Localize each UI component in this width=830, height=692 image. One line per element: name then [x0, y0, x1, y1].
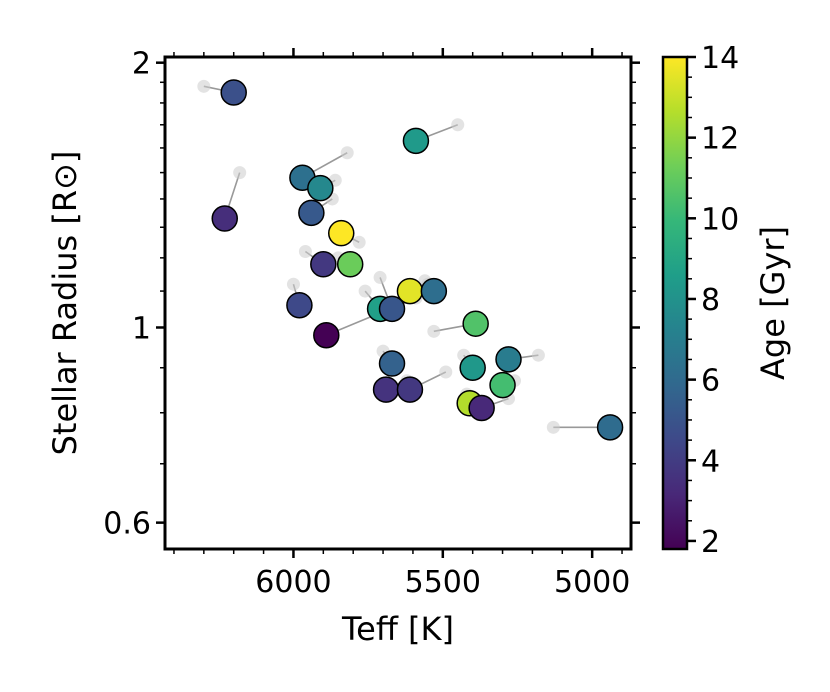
y-tick-label: 0.6 — [103, 507, 151, 542]
previous-point — [286, 277, 300, 291]
data-point — [307, 174, 334, 202]
previous-point — [451, 118, 465, 132]
data-point — [402, 127, 430, 155]
data-points — [211, 79, 624, 441]
x-axis-label: Teff [K] — [341, 610, 454, 648]
data-point — [378, 295, 406, 323]
previous-point — [352, 235, 366, 249]
colorbar-ticks: 2 4 6 8 10 12 14 — [687, 41, 739, 560]
data-point — [596, 414, 624, 441]
colorbar-tick-label: 14 — [701, 41, 739, 76]
data-point — [462, 310, 489, 337]
y-tick-label: 2 — [132, 47, 151, 82]
data-point — [298, 199, 325, 227]
data-point — [310, 251, 337, 278]
colorbar-tick-label: 6 — [701, 364, 720, 399]
data-point — [211, 205, 238, 232]
colorbar-tick-label: 12 — [701, 122, 739, 157]
data-point — [468, 394, 495, 422]
x-tick-label: 5000 — [554, 565, 630, 600]
previous-point — [546, 420, 560, 434]
y-axis-label: Stellar Radius [R⊙] — [46, 151, 84, 456]
data-point — [220, 79, 247, 106]
data-point — [286, 291, 313, 319]
previous-point — [358, 284, 372, 298]
previous-point — [298, 245, 312, 259]
colorbar — [661, 55, 689, 551]
previous-point — [197, 79, 211, 93]
data-point — [459, 354, 486, 381]
colorbar-tick-label: 4 — [701, 444, 720, 479]
colorbar-tick-label: 10 — [701, 202, 739, 237]
x-tick-label: 6000 — [255, 565, 331, 600]
colorbar-tick-label: 8 — [701, 283, 720, 318]
previous-point — [439, 365, 453, 379]
data-point — [372, 376, 400, 403]
data-point — [378, 350, 406, 377]
colorbar-tick-label: 2 — [701, 525, 720, 560]
data-point — [420, 277, 448, 305]
data-point — [495, 346, 522, 373]
data-point — [489, 371, 516, 399]
previous-point — [373, 270, 387, 284]
data-point — [396, 376, 424, 403]
axis-ticks: 6000 5500 5000 2 1 0.6 — [103, 47, 640, 600]
data-point — [336, 251, 364, 278]
previous-point — [531, 348, 545, 362]
x-tick-label: 5500 — [405, 565, 481, 600]
data-point — [327, 219, 355, 247]
plot-frame — [163, 55, 633, 551]
colorbar-label: Age [Gyr] — [754, 226, 792, 380]
y-tick-label: 1 — [132, 311, 151, 346]
previous-point — [233, 166, 247, 180]
previous-point — [340, 146, 354, 160]
data-point — [313, 321, 340, 349]
previous-point — [427, 324, 441, 338]
